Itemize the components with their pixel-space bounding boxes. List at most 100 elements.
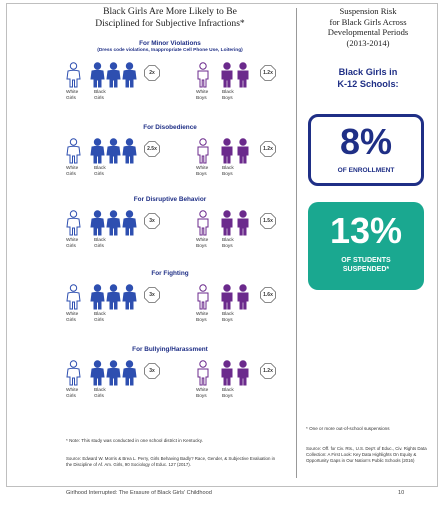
girls-ratio-badge: 3x <box>144 213 160 229</box>
footer-title: Girlhood Interrupted: The Erasure of Bla… <box>66 490 212 496</box>
black-boys-label-line2: Boys <box>222 317 233 323</box>
black-girl-icon <box>90 62 105 93</box>
left-source: Source: Edward W. Morris & Brea L. Perry… <box>66 456 276 467</box>
black-boys-label-line1: Black <box>222 388 234 393</box>
right-title-line2: for Black Girls Across <box>329 16 407 27</box>
white-girls-label-line1: White <box>66 90 79 95</box>
girls-ratio-badge: 3x <box>144 363 160 379</box>
white-girls-label: White Girls <box>66 238 78 249</box>
right-title-line1: Suspension Risk <box>339 6 397 16</box>
black-girl-icon <box>106 62 121 93</box>
icon-row: 3x 1.6x White Girls Black Girls White Boys Black… <box>64 284 288 324</box>
white-boys-label-line2: Boys <box>196 243 207 249</box>
right-column: Suspension Risk for Black Girls Across D… <box>300 6 436 463</box>
white-girl-icon <box>66 360 81 391</box>
black-girls-label-line1: Black <box>94 388 106 393</box>
enrollment-stat-caption: OF ENROLLMENT <box>337 167 395 174</box>
black-boys-label-line2: Boys <box>222 95 233 101</box>
boys-ratio-badge: 1.2x <box>260 363 276 379</box>
black-girls-label: Black Girls <box>94 166 106 177</box>
section-title: For Bullying/Harassment <box>132 346 208 353</box>
white-girl-icon <box>66 62 81 93</box>
girls-ratio-text: 3x <box>149 292 155 298</box>
black-girls-label-line2: Girls <box>94 95 104 101</box>
white-girl-icon <box>66 138 81 169</box>
black-girls-label-line1: Black <box>94 312 106 317</box>
black-boy-icon <box>236 284 250 315</box>
white-girl-icon <box>66 284 81 315</box>
black-girls-label: Black Girls <box>94 238 106 249</box>
white-boy-icon <box>196 360 210 391</box>
black-girl-icon <box>106 284 121 315</box>
suspended-stat-value: 13% <box>329 210 403 251</box>
page-number: 10 <box>398 490 405 496</box>
boys-ratio-badge: 1.6x <box>260 287 276 303</box>
white-girls-label-line2: Girls <box>66 95 76 101</box>
white-girls-label-line1: White <box>66 312 79 317</box>
black-boy-icon <box>220 360 234 391</box>
white-girls-label-line1: White <box>66 166 79 171</box>
white-boys-label-line2: Boys <box>196 95 207 101</box>
black-boys-label-line1: Black <box>222 90 234 95</box>
suspended-stat-caption: OF STUDENTS SUSPENDED* <box>308 256 424 274</box>
white-girls-label: White Girls <box>66 166 78 177</box>
black-boys-label: Black Boys <box>222 90 234 101</box>
girls-ratio-text: 2.5x <box>147 146 157 152</box>
section-1: For Disobedience 2.5x 1.2x White Girls Black G… <box>52 124 288 177</box>
black-girls-label-line1: Black <box>94 90 106 95</box>
black-girl-icon <box>90 284 105 315</box>
black-boy-icon <box>236 138 250 169</box>
black-boys-label-line1: Black <box>222 312 234 317</box>
black-girl-icon <box>90 210 105 241</box>
girls-ratio-badge: 2x <box>144 65 160 81</box>
girls-ratio-text: 3x <box>149 218 155 224</box>
white-boys-label: White Boys <box>196 312 208 323</box>
white-boys-label-line1: White <box>196 312 209 317</box>
black-boys-label: Black Boys <box>222 166 234 177</box>
white-girls-label-line2: Girls <box>66 317 76 323</box>
black-girl-icon <box>90 138 105 169</box>
boys-ratio-text: 1.5x <box>263 218 273 224</box>
black-boys-label: Black Boys <box>222 312 234 323</box>
girls-ratio-badge: 2.5x <box>144 141 160 157</box>
enrollment-stat-card: 8% OF ENROLLMENT <box>308 114 424 186</box>
white-girls-label-line2: Girls <box>66 171 76 177</box>
icon-row: 3x 1.5x White Girls Black Girls White Boys Black… <box>64 210 288 250</box>
boys-ratio-badge: 1.5x <box>260 213 276 229</box>
right-note: * One or more out-of-school suspensions <box>306 426 390 431</box>
white-girls-label: White Girls <box>66 312 78 323</box>
white-boys-label: White Boys <box>196 388 208 399</box>
section-3: For Fighting 3x 1.6x White Girls Black Girls Wh… <box>52 270 288 323</box>
white-boys-label: White Boys <box>196 166 208 177</box>
left-column: Black Girls Are More Likely to Be Discip… <box>52 6 288 30</box>
black-girls-label: Black Girls <box>94 312 106 323</box>
white-boys-label-line1: White <box>196 388 209 393</box>
left-note: * Note: This study was conducted in one … <box>66 438 203 443</box>
suspended-stat-caption-line1: OF STUDENTS <box>341 257 391 264</box>
section-title: For Minor Violations <box>139 40 201 47</box>
girls-ratio-text: 2x <box>149 70 155 76</box>
white-girls-label: White Girls <box>66 388 78 399</box>
black-girls-label: Black Girls <box>94 388 106 399</box>
white-boys-label-line2: Boys <box>196 317 207 323</box>
discipline-sections: For Minor Violations (Dress code violatio… <box>52 6 288 436</box>
white-girl-icon <box>66 210 81 241</box>
suspended-stat-caption-line2: SUSPENDED* <box>342 266 390 273</box>
black-girls-label: Black Girls <box>94 90 106 101</box>
black-girls-label-line2: Girls <box>94 243 104 249</box>
section-subtitle: (Dress code violations, Inappropriate Ce… <box>97 48 243 53</box>
white-boy-icon <box>196 210 210 241</box>
right-title-line3: Developmental Periods <box>327 27 409 37</box>
icon-row: 2x 1.2x White Girls Black Girls White Boys Black… <box>64 62 288 102</box>
black-girl-icon <box>90 360 105 391</box>
boys-ratio-badge: 1.2x <box>260 141 276 157</box>
black-girl-icon <box>122 62 137 93</box>
white-girls-label: White Girls <box>66 90 78 101</box>
right-source: Source: Off. for Civ. Rts., U.S. Dep't o… <box>306 446 427 463</box>
black-boy-icon <box>220 62 234 93</box>
section-4: For Bullying/Harassment 3x 1.2x White Girls B… <box>52 346 288 399</box>
black-girl-icon <box>106 210 121 241</box>
white-boys-label: White Boys <box>196 90 208 101</box>
white-boys-label-line2: Boys <box>196 393 207 399</box>
black-boys-label-line1: Black <box>222 238 234 243</box>
